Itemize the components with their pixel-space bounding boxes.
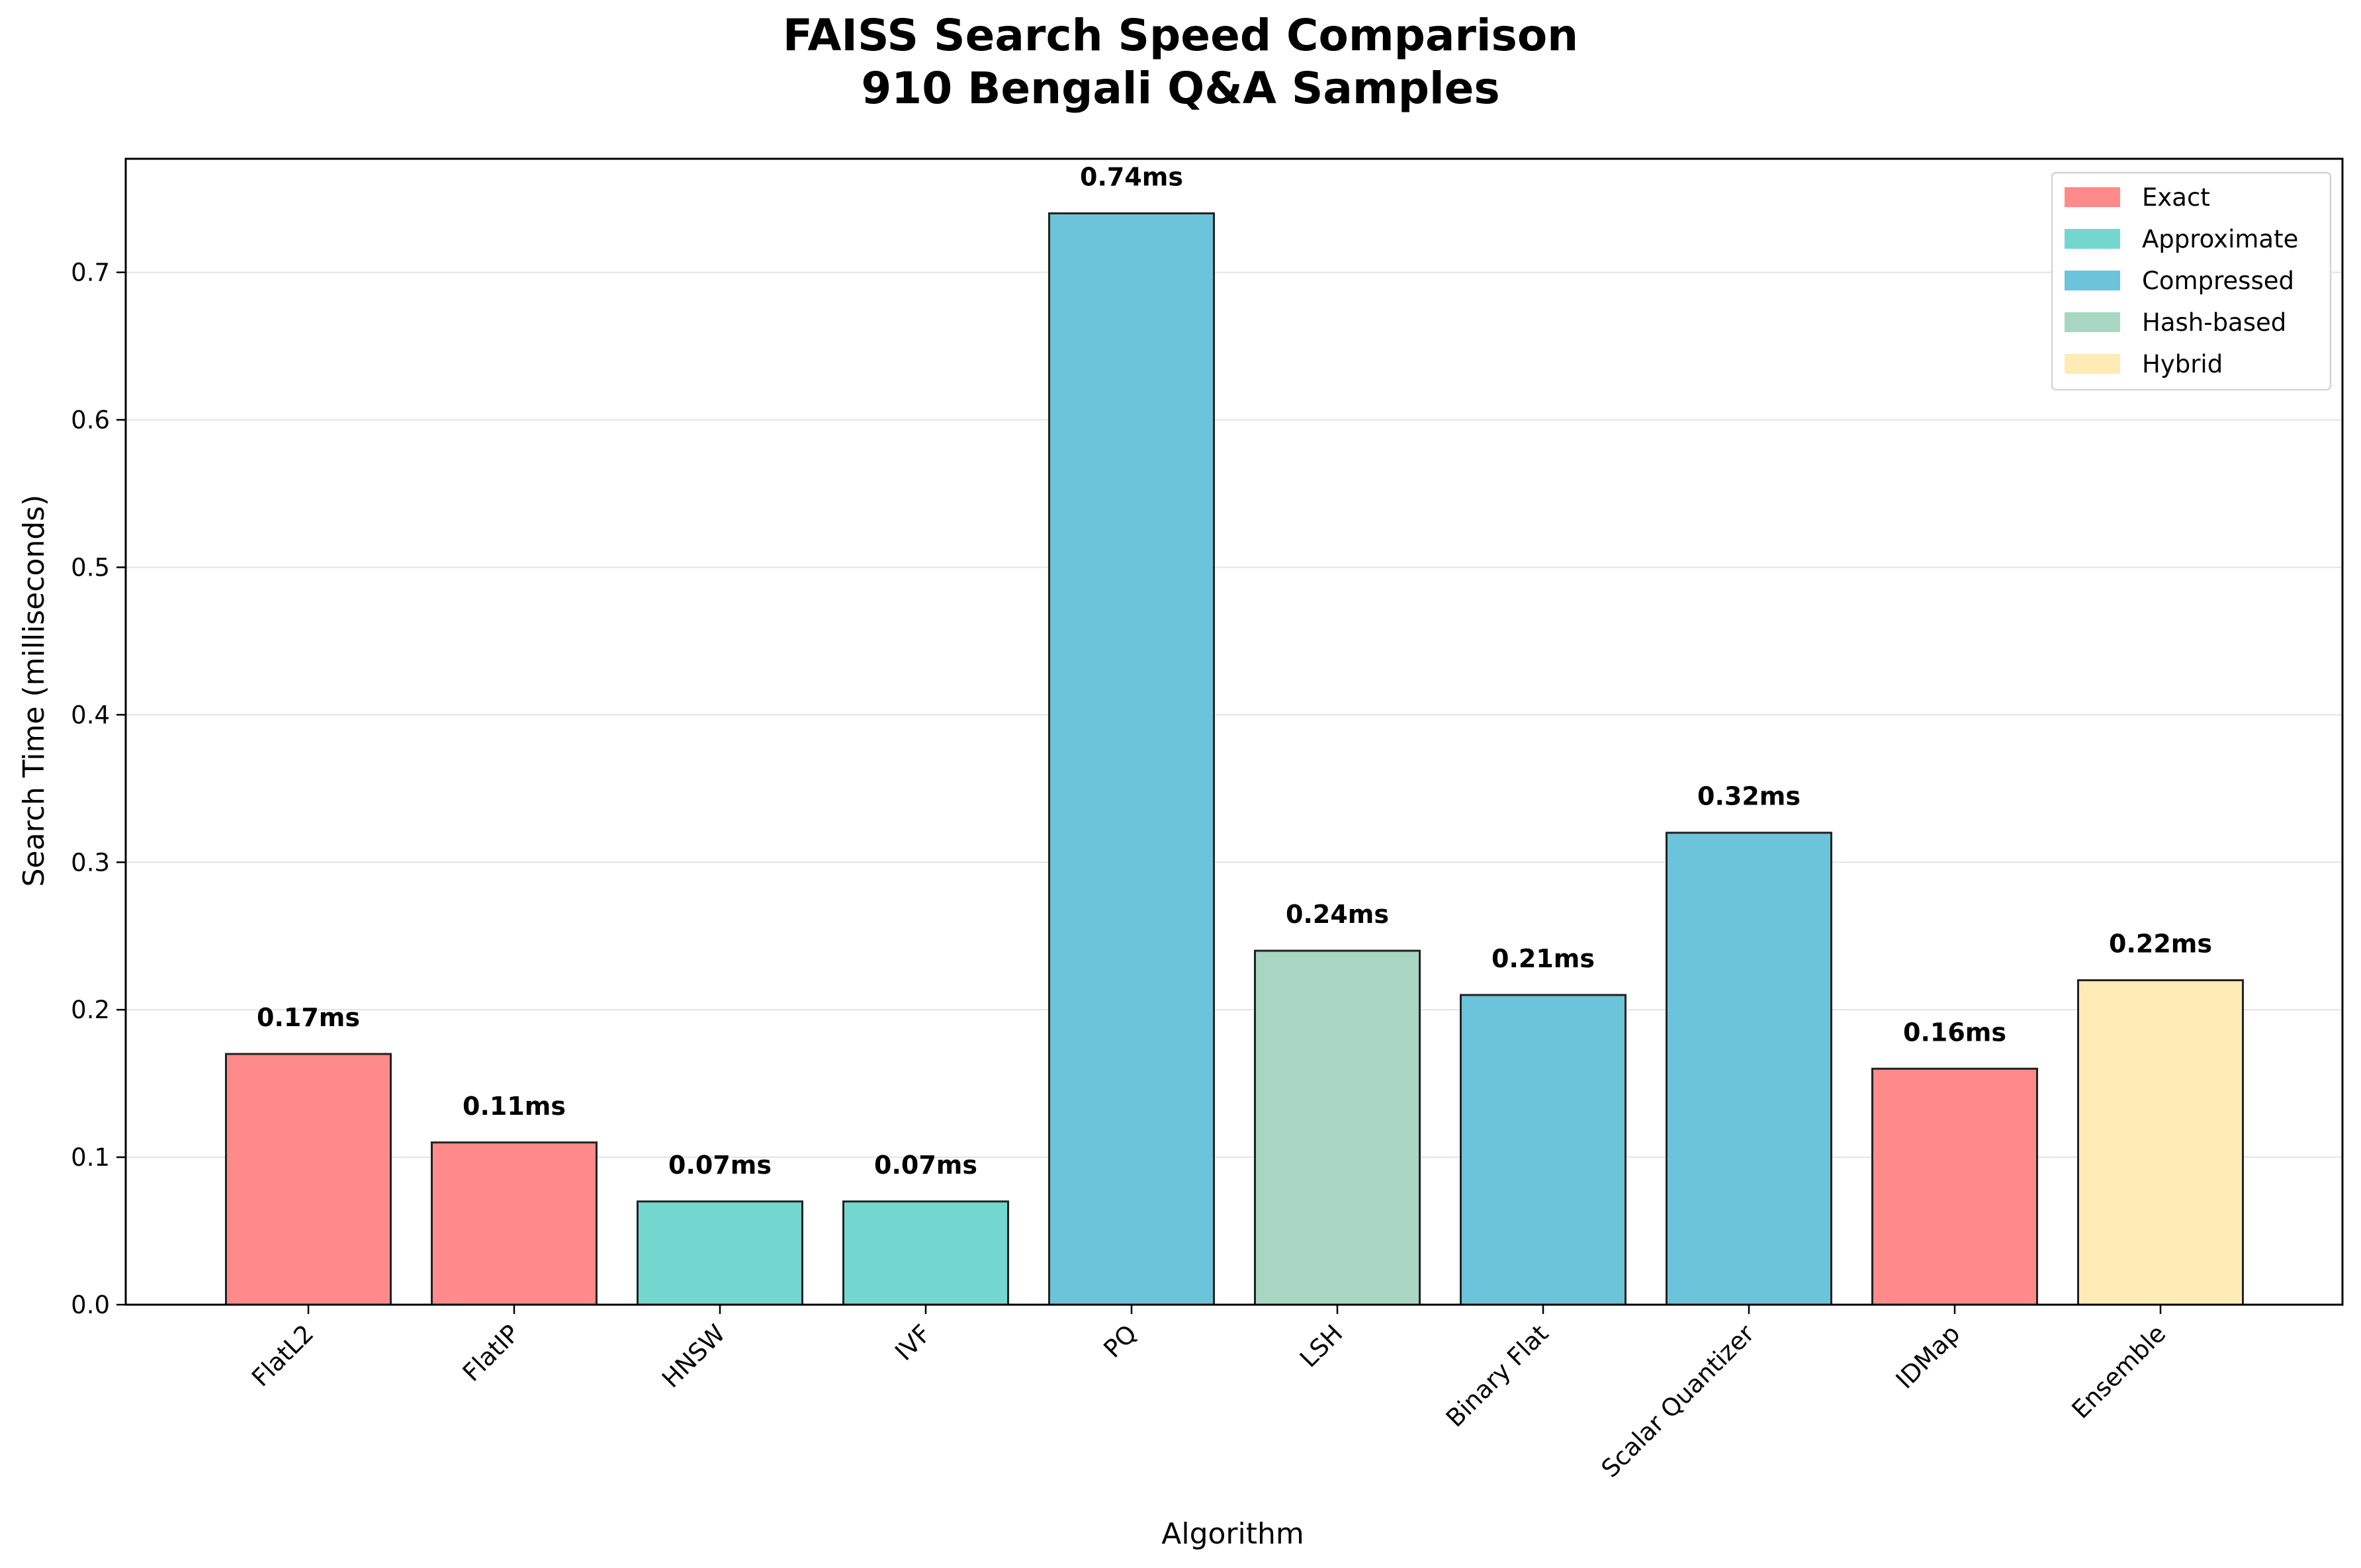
x-tick-label: Scalar Quantizer	[1596, 1319, 1760, 1483]
legend-swatch	[2065, 354, 2120, 374]
data-label: 0.21ms	[1492, 944, 1595, 973]
chart-title-line: FAISS Search Speed Comparison	[782, 10, 1579, 61]
x-tick-label: FlatIP	[457, 1319, 525, 1387]
data-label: 0.07ms	[668, 1151, 772, 1180]
x-tick-label: IDMap	[1891, 1319, 1965, 1394]
data-label: 0.24ms	[1286, 900, 1389, 929]
x-tick-label: Ensemble	[2067, 1319, 2172, 1424]
x-tick-label: LSH	[1294, 1319, 1348, 1373]
data-label: 0.22ms	[2109, 930, 2212, 959]
x-tick-label: FlatL2	[246, 1319, 319, 1392]
y-tick-label: 0.3	[71, 848, 110, 877]
x-axis-title: Algorithm	[1161, 1517, 1304, 1551]
label-layer: 0.17ms 0.11ms 0.07ms 0.07ms 0.74ms 0.24ms 0.21…	[257, 162, 2212, 1179]
bar-hnsw	[637, 1200, 803, 1306]
data-label: 0.74ms	[1080, 162, 1183, 191]
bar-pq	[1048, 212, 1215, 1306]
bar-ivf	[842, 1200, 1009, 1306]
y-tick-label: 0.6	[71, 406, 110, 435]
bar-flatip	[431, 1141, 598, 1306]
legend-swatch	[2065, 187, 2120, 207]
legend-box	[2051, 171, 2332, 391]
legend-swatch	[2065, 271, 2120, 290]
bar-idmap	[1871, 1067, 2038, 1306]
legend-swatch	[2065, 312, 2120, 332]
legend-label: Hybrid	[2142, 350, 2223, 378]
legend-label: Hash-based	[2142, 308, 2286, 337]
data-label: 0.17ms	[257, 1003, 360, 1032]
legend: Exact Approximate Compressed Hash-based Hybr…	[2051, 171, 2332, 391]
plot-frame	[124, 157, 2344, 1306]
x-tick-label: PQ	[1098, 1319, 1143, 1364]
bar-binary-flat	[1460, 994, 1626, 1306]
legend-label: Compressed	[2142, 267, 2294, 295]
chart-title: FAISS Search Speed Comparison 910 Bengal…	[0, 9, 2361, 115]
chart-subtitle-line: 910 Bengali Q&A Samples	[861, 63, 1500, 114]
legend-swatch	[2065, 229, 2120, 249]
y-tick-label: 0.0	[71, 1291, 110, 1319]
bar-layer	[225, 212, 2244, 1306]
y-tick-label: 0.4	[71, 701, 110, 729]
x-tick-label: Binary Flat	[1441, 1319, 1554, 1432]
data-label: 0.11ms	[463, 1092, 566, 1121]
legend-label: Approximate	[2142, 225, 2298, 253]
data-label: 0.32ms	[1697, 782, 1801, 811]
data-label: 0.07ms	[874, 1151, 977, 1180]
bar-scalar-quantizer	[1666, 832, 1832, 1306]
bar-ensemble	[2077, 979, 2244, 1306]
y-axis-title: Search Time (milliseconds)	[17, 495, 51, 887]
legend-label: Exact	[2142, 183, 2210, 212]
x-tick-label: IVF	[889, 1319, 936, 1366]
data-label: 0.16ms	[1903, 1018, 2006, 1047]
y-tick-label: 0.7	[71, 259, 110, 287]
bar-flatl2	[225, 1053, 392, 1306]
grid-layer	[126, 271, 2342, 1305]
y-tick-label: 0.2	[71, 996, 110, 1024]
bar-lsh	[1254, 949, 1421, 1306]
y-tick-label: 0.5	[71, 553, 110, 582]
x-tick-label: HNSW	[656, 1319, 731, 1393]
y-tick-label: 0.1	[71, 1143, 110, 1172]
